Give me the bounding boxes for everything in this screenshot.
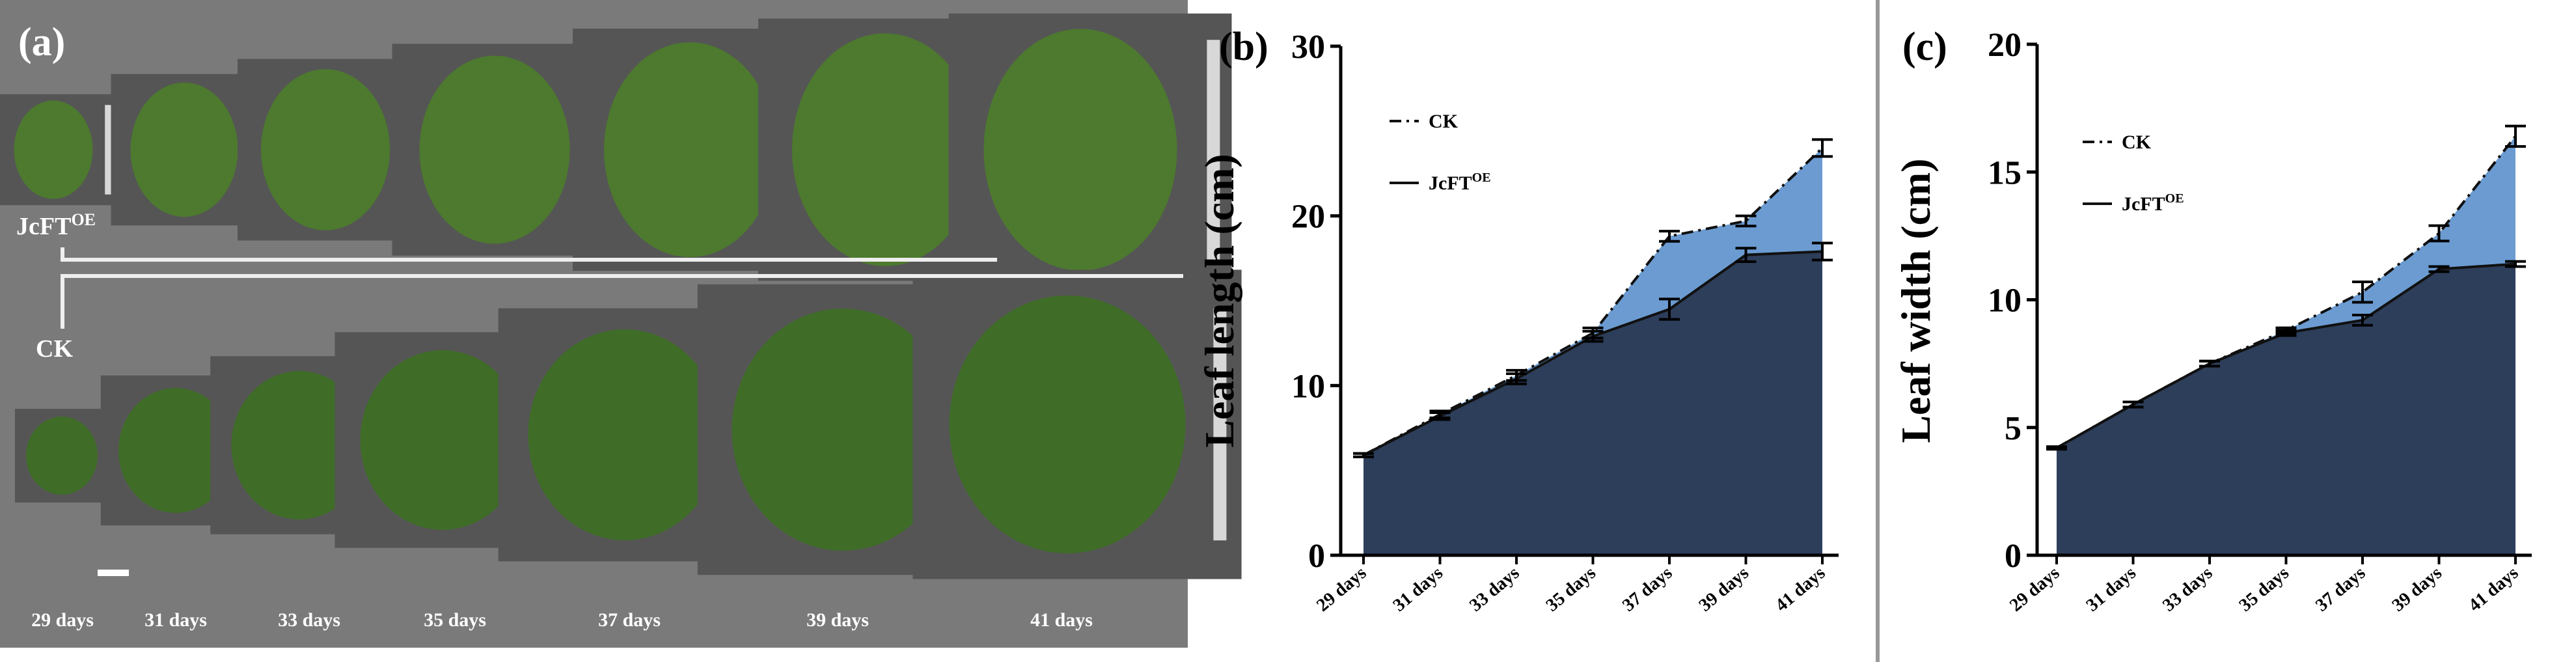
y-tick-label: 20: [1988, 27, 2021, 64]
row-label-sup: OE: [71, 210, 96, 229]
legend-text: CK: [1429, 111, 1459, 132]
leaf: [231, 371, 368, 519]
x-tick-label: 41 days: [2465, 563, 2523, 616]
day-label: 31 days: [144, 609, 207, 631]
x-tick-label: 37 days: [1619, 563, 1677, 616]
leaf: [130, 82, 238, 217]
x-tick-label: 37 days: [2312, 563, 2370, 616]
y-tick-label: 5: [2005, 410, 2021, 447]
x-tick-label: 39 days: [2389, 563, 2446, 616]
leaf: [360, 350, 525, 530]
row-label-text: JcFT: [16, 213, 71, 240]
x-tick-label: 31 days: [2083, 563, 2141, 616]
leaf: [604, 42, 776, 257]
x-tick-label: 33 days: [2159, 563, 2217, 616]
leaf: [419, 55, 570, 244]
ruler: [1213, 308, 1227, 541]
x-tick-label: 39 days: [1695, 563, 1753, 616]
x-tick-label: 31 days: [1390, 563, 1447, 616]
area: [2057, 264, 2515, 555]
panel-label: (b): [1219, 25, 1268, 69]
leaf: [983, 29, 1177, 271]
leaf: [26, 417, 98, 495]
y-tick-label: 30: [1291, 29, 1325, 66]
x-tick-label: 41 days: [1772, 563, 1829, 616]
x-tick-label: 35 days: [2236, 563, 2294, 616]
row-label: CK: [36, 335, 73, 363]
y-tick-label: 10: [1988, 283, 2021, 320]
y-axis-title: Leaf length (cm): [1196, 154, 1242, 447]
legend-text: JcFT: [2122, 193, 2165, 215]
row-label: JcFTOE: [16, 210, 96, 240]
y-tick-label: 10: [1291, 368, 1325, 405]
legend-sup: OE: [1472, 171, 1491, 185]
y-tick-label: 20: [1291, 199, 1325, 236]
y-tick-label: 15: [1988, 154, 2021, 191]
legend-label: CK: [2122, 131, 2152, 153]
x-tick-label: 33 days: [1466, 563, 1524, 616]
legend-label: CK: [1429, 111, 1459, 132]
ruler: [1207, 40, 1220, 260]
x-tick-label: 35 days: [1542, 563, 1600, 616]
leaf-photos: [0, 13, 1242, 579]
leaf: [792, 33, 978, 266]
area: [1363, 251, 1822, 555]
day-label: 41 days: [1030, 609, 1093, 631]
day-label: 35 days: [424, 609, 486, 631]
connector: [61, 274, 1183, 329]
leaf: [949, 296, 1186, 553]
y-tick-label: 0: [1308, 538, 1325, 575]
legend-sup: OE: [2165, 191, 2184, 206]
leaf: [118, 388, 233, 513]
legend-text: JcFT: [1429, 172, 1472, 194]
day-label: 33 days: [278, 609, 340, 631]
connector: [61, 247, 997, 262]
leaf: [261, 69, 390, 230]
day-label: 37 days: [598, 609, 661, 631]
leaf: [14, 100, 93, 199]
panel-label: (c): [1902, 25, 1947, 69]
legend-label: JcFTOE: [2122, 191, 2184, 215]
day-label: 29 days: [31, 609, 94, 631]
leaf: [528, 329, 722, 540]
scale-bar: [98, 570, 129, 576]
panel-label: (a): [18, 20, 65, 64]
day-label: 39 days: [806, 609, 869, 631]
y-axis-title: Leaf width (cm): [1893, 158, 1939, 443]
leaf: [732, 309, 954, 551]
y-tick-label: 0: [2005, 538, 2021, 575]
legend-label: JcFTOE: [1429, 171, 1491, 194]
legend-text: CK: [2122, 131, 2152, 153]
